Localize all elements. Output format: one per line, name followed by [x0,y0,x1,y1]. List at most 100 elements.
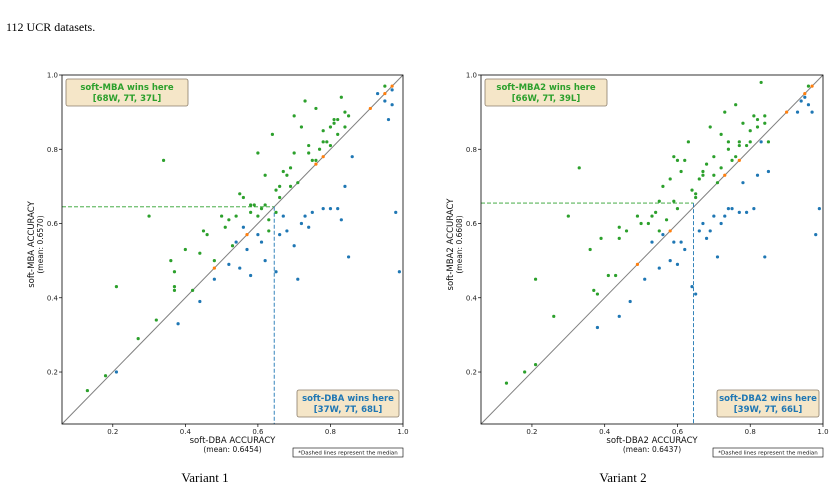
data-point-y-wins [267,229,271,233]
data-point-x-wins [303,214,307,218]
data-point-y-wins [715,181,720,185]
x-wins-box [296,389,400,418]
data-point-y-wins [752,114,756,118]
data-point-y-wins [617,236,621,240]
y-tick-label: 0.6 [466,220,478,228]
data-point-y-wins [169,259,173,263]
data-point-y-wins [552,314,556,318]
median-note: *Dashed lines represent the median [718,451,818,457]
data-point-x-wins [227,262,231,266]
data-point-x-wins [336,207,340,211]
data-point-y-wins [183,247,187,252]
data-point-y-wins [701,169,705,174]
data-point-x-wins [675,262,680,266]
data-point-x-wins [343,184,347,188]
data-point-ties [314,162,318,166]
data-point-y-wins [103,374,108,378]
data-point-x-wins [726,207,731,211]
data-point-y-wins [533,362,538,367]
data-point-x-wins [712,214,716,218]
data-point-x-wins [799,99,803,103]
y-axis-label: soft-MBA ACCURACY [27,200,37,287]
data-point-x-wins [766,169,771,174]
y-wins-box [484,78,608,107]
top-caption: 112 UCR datasets. [6,20,95,34]
data-point-y-wins [719,166,723,170]
plot-frame [61,74,404,425]
data-point-ties [212,266,216,270]
data-point-y-wins [712,155,716,159]
data-point-x-wins [704,236,709,240]
data-point-y-wins [307,143,311,148]
data-point-y-wins [726,140,731,144]
data-point-x-wins [394,210,398,214]
data-point-x-wins [730,207,734,211]
x-wins-counts: [39W, 7T, 66L] [734,405,803,415]
data-point-x-wins [249,273,253,278]
data-point-y-wins [577,166,581,170]
y-tick-label: 0.2 [466,369,477,377]
data-point-y-wins [690,188,694,192]
plot-frame [480,74,824,425]
data-point-x-wins [737,210,741,214]
data-point-y-wins [303,99,307,103]
data-point-ties [803,91,807,96]
data-point-y-wins [748,129,752,133]
data-point-y-wins [249,203,253,207]
data-point-y-wins [726,147,731,151]
y-tick-label: 0.4 [466,294,478,302]
y-axis-mean: (mean: 0.6608) [455,215,464,273]
data-point-y-wins [241,195,245,200]
data-point-x-wins [715,255,720,259]
data-point-x-wins [390,103,394,107]
data-point-y-wins [310,158,314,162]
data-point-y-wins [136,337,140,341]
data-point-y-wins [154,318,158,322]
data-point-y-wins [661,184,665,188]
y-wins-title: soft-MBA2 wins here [496,83,595,93]
data-point-x-wins [259,240,264,244]
data-point-y-wins [763,114,767,118]
data-point-y-wins [328,125,333,129]
data-point-x-wins [617,314,621,318]
data-point-y-wins [317,147,322,151]
data-point-x-wins [755,173,760,177]
data-point-ties [723,173,727,177]
x-tick-label: 0.8 [745,428,756,436]
data-point-x-wins [397,270,401,274]
data-point-y-wins [734,155,738,159]
data-point-ties [245,233,249,237]
median-note: *Dashed lines represent the median [298,451,398,457]
data-point-y-wins [336,117,340,122]
data-point-x-wins [234,240,238,244]
data-point-x-wins [643,277,647,281]
data-point-x-wins [350,155,354,159]
data-point-y-wins [730,158,734,162]
y-axis-label: soft-MBA2 ACCURACY [446,198,456,291]
data-point-y-wins [806,84,811,88]
data-point-y-wins [212,259,216,263]
data-point-y-wins [343,110,347,114]
data-point-y-wins [737,143,741,148]
x-tick-label: 1.0 [397,428,408,436]
data-point-x-wins [719,221,723,226]
data-point-y-wins [723,110,727,114]
data-point-ties [810,84,814,88]
y-axis-mean: (mean: 0.6570) [36,215,45,273]
data-point-y-wins [321,129,325,133]
data-point-x-wins [263,259,267,263]
data-point-y-wins [748,140,752,144]
median-note-box [292,447,404,458]
y-tick-label: 0.8 [466,146,477,154]
data-point-y-wins [635,214,640,218]
data-point-y-wins [383,84,387,88]
data-point-y-wins [223,225,227,229]
data-point-ties [383,91,387,96]
data-point-y-wins [259,207,264,211]
data-point-y-wins [672,155,676,159]
data-point-y-wins [617,225,621,229]
data-point-y-wins [172,285,177,289]
data-point-y-wins [588,247,592,252]
data-point-x-wins [278,233,282,237]
